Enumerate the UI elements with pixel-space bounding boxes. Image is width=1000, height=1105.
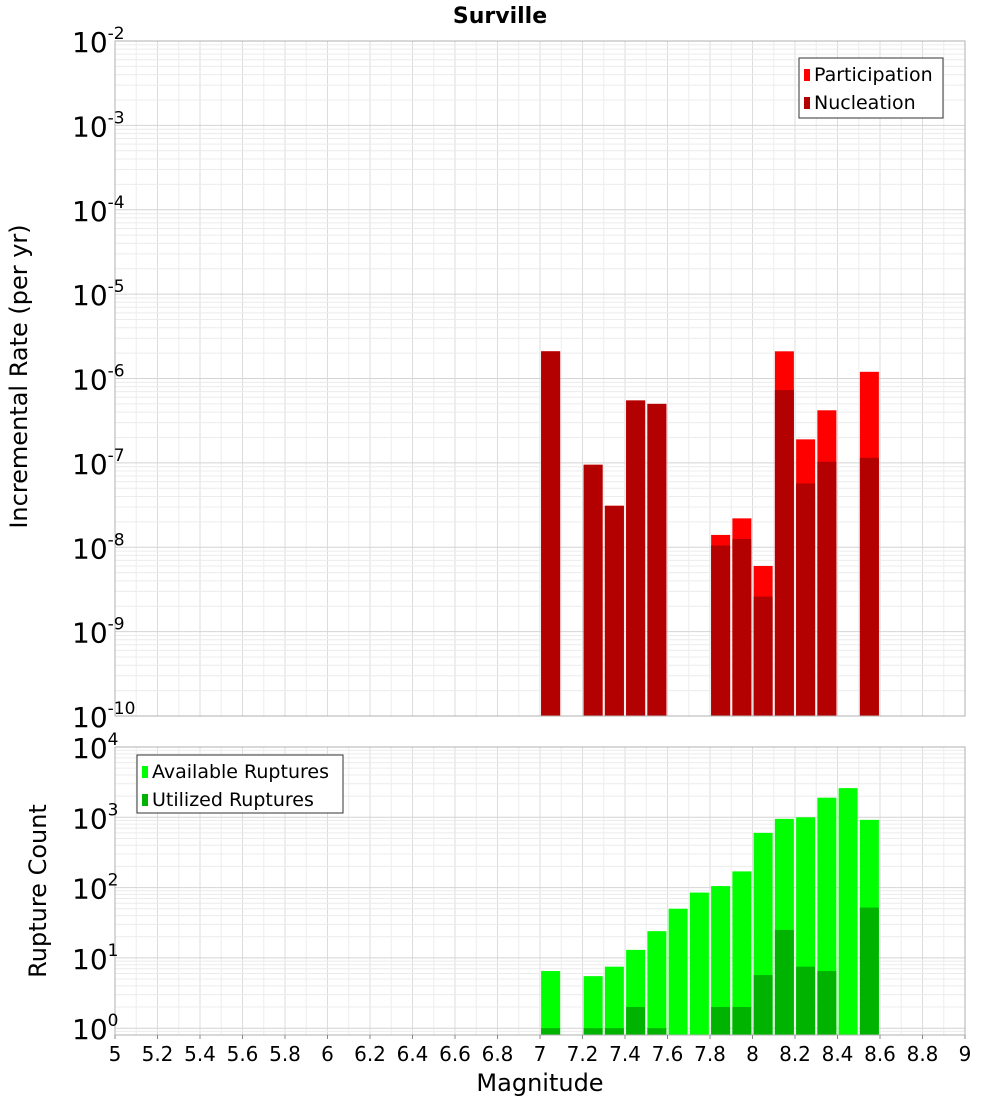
x-tick-label: 7 — [534, 1042, 547, 1066]
rate-panel-y-tick-label: 10-7 — [72, 446, 125, 481]
x-tick-label: 8.8 — [907, 1042, 939, 1066]
nucleation-bar — [774, 390, 794, 716]
x-tick-label: 7.2 — [567, 1042, 599, 1066]
available-ruptures-bar — [668, 908, 688, 1035]
utilized-ruptures-bar — [647, 1028, 667, 1035]
available-ruptures-bar — [689, 892, 709, 1035]
utilized-ruptures-bar — [859, 907, 879, 1035]
count-panel-y-tick-label: 101 — [72, 941, 118, 976]
count-panel-legend-swatch — [142, 794, 148, 806]
x-tick-label: 6 — [321, 1042, 334, 1066]
count-panel-y-tick-label: 102 — [72, 871, 118, 906]
utilized-ruptures-bar — [774, 929, 794, 1035]
utilized-ruptures-bar — [711, 1007, 731, 1035]
count-panel-y-tick-label: 103 — [72, 800, 118, 835]
utilized-ruptures-bar — [796, 966, 816, 1035]
count-panel-legend-box — [136, 754, 344, 814]
count-panel-legend-swatch — [142, 766, 148, 778]
rate-panel-y-tick-label: 10-3 — [72, 108, 125, 143]
utilized-ruptures-bar — [817, 971, 837, 1035]
x-tick-label: 5.2 — [142, 1042, 174, 1066]
available-ruptures-bar — [583, 976, 603, 1035]
utilized-ruptures-bar — [732, 1007, 752, 1035]
x-tick-label: 7.8 — [694, 1042, 726, 1066]
chart-title: Surville — [453, 4, 547, 29]
count-panel-y-tick-label: 100 — [72, 1011, 118, 1046]
x-tick-label: 6.8 — [482, 1042, 514, 1066]
rate-panel-y-tick-label: 10-8 — [72, 530, 125, 565]
rate-panel-y-tick-label: 10-4 — [72, 193, 125, 228]
x-tick-label: 5.6 — [227, 1042, 259, 1066]
available-ruptures-bar — [838, 788, 858, 1035]
rate-panel-legend-box — [798, 57, 944, 119]
rate-panel-y-tick-label: 10-5 — [72, 277, 125, 312]
x-tick-label: 6.6 — [439, 1042, 471, 1066]
rate-panel-legend: Participation Nucleation — [798, 57, 944, 119]
x-tick-label: 5 — [109, 1042, 122, 1066]
x-axis-label: Magnitude — [476, 1069, 603, 1097]
x-tick-label: 5.4 — [184, 1042, 216, 1066]
x-tick-label: 5.8 — [269, 1042, 301, 1066]
count-panel-y-tick-label: 104 — [72, 730, 118, 765]
utilized-ruptures-bar — [753, 975, 773, 1035]
rate-panel-grid — [114, 40, 966, 717]
available-ruptures-bar — [711, 886, 731, 1035]
rate-panel-legend-label: Participation — [814, 64, 933, 86]
x-tick-label: 6.4 — [397, 1042, 429, 1066]
nucleation-bar — [732, 539, 752, 716]
nucleation-bar — [711, 545, 731, 716]
count-y-axis-label: Rupture Count — [24, 804, 52, 978]
nucleation-bar — [541, 351, 561, 716]
nucleation-bar — [796, 483, 816, 716]
utilized-ruptures-bar — [583, 1028, 603, 1035]
x-tick-label: 8.6 — [864, 1042, 896, 1066]
x-tick-label: 8.2 — [779, 1042, 811, 1066]
x-tick-label: 7.4 — [609, 1042, 641, 1066]
nucleation-bar — [753, 596, 773, 716]
rate-y-axis-label: Incremental Rate (per yr) — [5, 224, 33, 528]
available-ruptures-bar — [604, 966, 624, 1035]
available-ruptures-bar — [541, 971, 561, 1035]
rate-panel-legend-label: Nucleation — [814, 92, 916, 114]
x-tick-label: 8.4 — [822, 1042, 854, 1066]
nucleation-bar — [647, 403, 667, 716]
available-ruptures-bar — [732, 871, 752, 1035]
utilized-ruptures-bar — [541, 1028, 561, 1035]
rate-panel-y-tick-label: 10-9 — [72, 615, 125, 650]
count-panel-legend: Available Ruptures Utilized Ruptures — [136, 754, 344, 814]
utilized-ruptures-bar — [626, 1007, 646, 1035]
x-tick-label: 8 — [746, 1042, 759, 1066]
count-panel-legend-label: Available Ruptures — [152, 761, 329, 783]
rate-panel-plot-frame — [114, 40, 966, 717]
available-ruptures-bar — [647, 931, 667, 1035]
x-tick-label: 7.6 — [652, 1042, 684, 1066]
nucleation-bar — [626, 400, 646, 716]
nucleation-bar — [817, 461, 837, 716]
rate-panel-y-tick-label: 10-6 — [72, 362, 125, 397]
utilized-ruptures-bar — [604, 1028, 624, 1035]
count-panel-legend-label: Utilized Ruptures — [152, 789, 314, 811]
rate-panel-legend-swatch — [804, 97, 810, 109]
x-tick-label: 6.2 — [354, 1042, 386, 1066]
nucleation-bar — [583, 464, 603, 716]
rate-panel-y-tick-label: 10-10 — [72, 699, 135, 734]
rate-panel-y-tick-label: 10-2 — [72, 24, 125, 59]
x-tick-label: 9 — [959, 1042, 972, 1066]
nucleation-bar — [859, 457, 879, 716]
nucleation-bar — [604, 505, 624, 716]
rate-panel-legend-swatch — [804, 69, 810, 81]
